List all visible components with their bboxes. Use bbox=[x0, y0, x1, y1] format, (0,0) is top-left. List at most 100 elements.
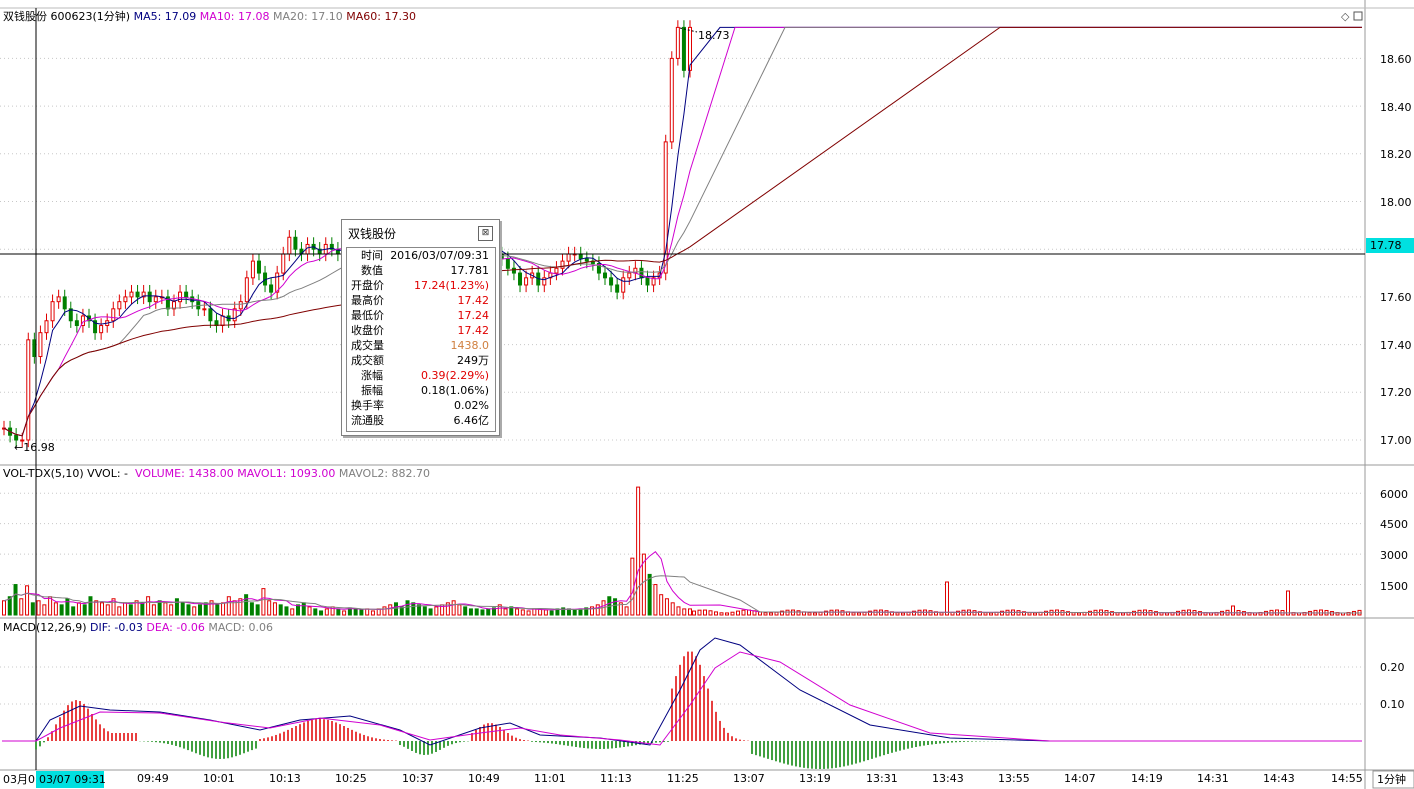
candle-body bbox=[117, 301, 122, 310]
candle-body bbox=[220, 315, 225, 327]
close-icon[interactable]: ⊠ bbox=[478, 226, 493, 241]
volume-bar bbox=[741, 609, 746, 616]
x-tick: 10:37 bbox=[402, 772, 434, 785]
volume-bar bbox=[526, 610, 531, 616]
candle-body bbox=[542, 277, 547, 286]
volume-bar bbox=[503, 608, 508, 616]
candle-body bbox=[147, 291, 152, 303]
volume-bar bbox=[48, 596, 53, 616]
candle-body bbox=[293, 236, 298, 250]
y-tick: 18.20 bbox=[1380, 148, 1412, 161]
popup-key: 开盘价 bbox=[351, 279, 384, 292]
popup-value: 0.18(1.06%) bbox=[420, 384, 489, 397]
volume-bar bbox=[862, 611, 867, 616]
volume-bar bbox=[901, 612, 905, 616]
vol-mavol1: MAVOL1: 1093.00 bbox=[237, 467, 336, 480]
volume-bar bbox=[399, 606, 404, 616]
candle-body bbox=[663, 141, 668, 274]
volume-bar bbox=[255, 604, 260, 616]
ma10-line bbox=[3, 26, 1362, 437]
price-header: 双钱股份 600623(1分钟) MA5: 17.09 MA10: 17.08 … bbox=[3, 10, 416, 23]
volume-bar bbox=[13, 584, 18, 616]
popup-value: 17.24 bbox=[457, 309, 490, 322]
volume-bar bbox=[209, 600, 214, 616]
volume-bar bbox=[272, 602, 277, 616]
popup-row: 最低价 17.24 bbox=[347, 308, 493, 323]
popup-value: 17.42 bbox=[457, 294, 490, 307]
candle-body bbox=[135, 291, 140, 298]
popup-key: 振幅 bbox=[361, 384, 383, 397]
volume-bar bbox=[428, 608, 433, 616]
macd-lines bbox=[2, 637, 1362, 746]
volume-bar bbox=[180, 602, 185, 616]
x-tick: 13:07 bbox=[733, 772, 765, 785]
volume-bar bbox=[840, 610, 845, 616]
vol-volume: VOLUME: 1438.00 bbox=[135, 467, 234, 480]
ma20-label: MA20: 17.10 bbox=[273, 10, 343, 23]
volume-bar bbox=[730, 611, 735, 616]
candle-body bbox=[32, 339, 37, 358]
diamond-icon[interactable]: ◇ bbox=[1341, 10, 1350, 23]
volume-bar bbox=[463, 606, 468, 616]
candle-body bbox=[184, 291, 189, 298]
volume-bar bbox=[100, 602, 104, 616]
volume-bar bbox=[714, 611, 718, 616]
macd-dea: DEA: -0.06 bbox=[146, 621, 205, 634]
volume-bar bbox=[342, 610, 347, 616]
y-tick: 17.40 bbox=[1380, 339, 1412, 352]
candle-body bbox=[518, 272, 523, 286]
volume-bar bbox=[278, 604, 283, 616]
popup-value: 2016/03/07/09:31 bbox=[390, 249, 489, 262]
volume-bar bbox=[94, 600, 99, 616]
candle-body bbox=[232, 308, 237, 322]
candle-body bbox=[68, 308, 73, 322]
candle-body bbox=[56, 296, 61, 303]
vol-y-tick: 4500 bbox=[1380, 518, 1408, 531]
info-popup[interactable]: 双钱股份 ⊠ 时间 2016/03/07/09:31 数值 17.781 开盘价 17… bbox=[341, 219, 500, 436]
x-tick: 14:43 bbox=[1263, 772, 1295, 785]
volume-bar bbox=[1022, 611, 1026, 616]
volume-bar bbox=[584, 607, 589, 616]
volume-bar bbox=[774, 611, 779, 616]
vol-name: VOL-TDX(5,10) VVOL: - bbox=[3, 467, 128, 480]
popup-row: 时间 2016/03/07/09:31 bbox=[347, 248, 493, 263]
volume-bar bbox=[474, 608, 479, 616]
y-tick: 18.40 bbox=[1380, 101, 1412, 114]
candle-body bbox=[123, 296, 128, 303]
ma5-line bbox=[3, 26, 1362, 437]
volume-bar bbox=[117, 606, 122, 616]
popup-key: 时间 bbox=[361, 249, 383, 262]
popup-body: 时间 2016/03/07/09:31 数值 17.781 开盘价 17.24(1.2… bbox=[346, 247, 496, 432]
popup-value: 1438.0 bbox=[450, 339, 490, 352]
candle-body bbox=[50, 301, 55, 322]
x-tick: 10:49 bbox=[468, 772, 500, 785]
volume-bar bbox=[1027, 612, 1032, 616]
candle-body bbox=[275, 272, 280, 293]
volume-bar bbox=[1154, 611, 1158, 616]
candle-body bbox=[208, 308, 213, 322]
period-label[interactable]: 1分钟 bbox=[1377, 773, 1406, 786]
candle-body bbox=[499, 253, 504, 260]
restore-icon[interactable] bbox=[1353, 11, 1363, 21]
low-label: ←16.98 bbox=[14, 441, 55, 454]
volume-bar bbox=[989, 612, 993, 616]
crosshair-price-box bbox=[1366, 238, 1414, 253]
volume-bar bbox=[324, 608, 329, 616]
candle-body bbox=[111, 308, 116, 322]
candle-body bbox=[596, 263, 601, 274]
volume-bar bbox=[653, 584, 658, 616]
moving-averages bbox=[3, 26, 1362, 437]
candle-body bbox=[615, 284, 620, 293]
macd-value: MACD: 0.06 bbox=[208, 621, 273, 634]
candle-body bbox=[44, 320, 49, 334]
candle-body bbox=[281, 253, 286, 274]
candle-body bbox=[141, 291, 146, 298]
popup-key: 收盘价 bbox=[351, 324, 384, 337]
period-box[interactable] bbox=[1372, 770, 1414, 789]
volume-bar bbox=[88, 596, 93, 616]
volume-bar bbox=[719, 612, 724, 616]
volume-bar bbox=[1165, 612, 1169, 616]
volume-bar bbox=[359, 609, 364, 616]
volume-bar bbox=[520, 609, 525, 616]
